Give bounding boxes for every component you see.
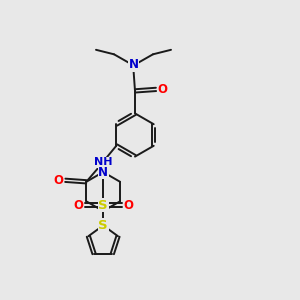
Text: O: O [158,83,168,96]
Text: NH: NH [94,157,112,167]
Text: N: N [128,58,139,71]
Text: S: S [98,219,108,232]
Text: N: N [98,166,108,178]
Text: O: O [54,174,64,187]
Text: O: O [123,199,134,212]
Text: S: S [98,199,108,212]
Text: O: O [73,199,83,212]
